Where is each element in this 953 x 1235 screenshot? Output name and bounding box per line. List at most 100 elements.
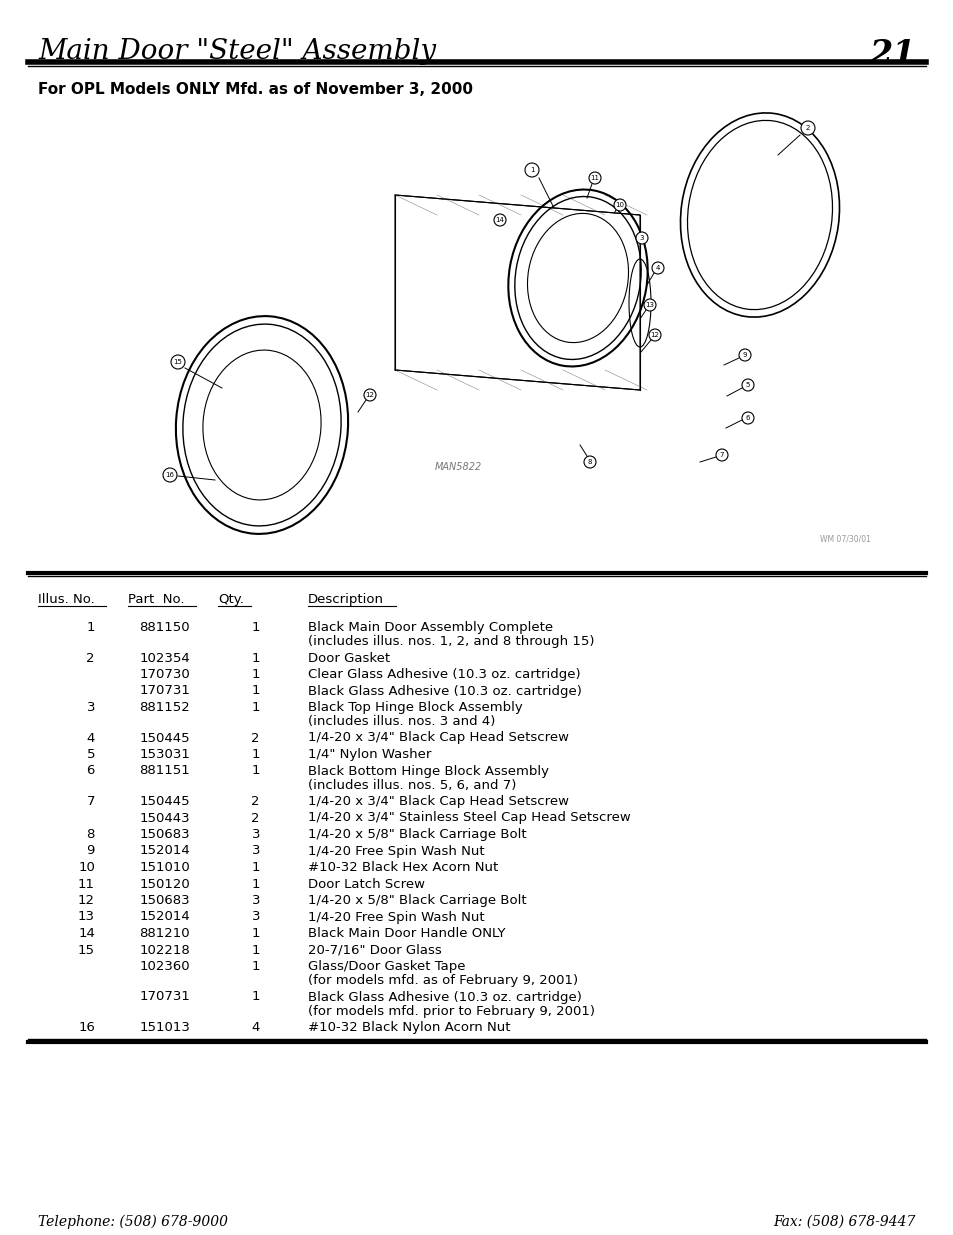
Text: Black Top Hinge Block Assembly: Black Top Hinge Block Assembly [308, 701, 522, 714]
Text: 2: 2 [87, 652, 95, 664]
Text: For OPL Models ONLY Mfd. as of November 3, 2000: For OPL Models ONLY Mfd. as of November … [38, 82, 473, 98]
Text: 1/4-20 x 3/4" Black Cap Head Setscrew: 1/4-20 x 3/4" Black Cap Head Setscrew [308, 795, 568, 808]
Text: (for models mfd. prior to February 9, 2001): (for models mfd. prior to February 9, 20… [308, 1004, 595, 1018]
Text: 9: 9 [742, 352, 746, 358]
Text: 6: 6 [87, 764, 95, 778]
Text: 3: 3 [252, 845, 260, 857]
Text: WM 07/30/01: WM 07/30/01 [820, 535, 870, 543]
Text: 2: 2 [805, 125, 809, 131]
Text: 1: 1 [252, 652, 260, 664]
Text: Illus. No.: Illus. No. [38, 593, 94, 606]
Text: 11: 11 [78, 878, 95, 890]
Text: Black Glass Adhesive (10.3 oz. cartridge): Black Glass Adhesive (10.3 oz. cartridge… [308, 990, 581, 1004]
Text: Telephone: (508) 678-9000: Telephone: (508) 678-9000 [38, 1215, 228, 1229]
Circle shape [741, 412, 753, 424]
Circle shape [583, 456, 596, 468]
Text: 1: 1 [252, 990, 260, 1004]
Text: (includes illus. nos. 5, 6, and 7): (includes illus. nos. 5, 6, and 7) [308, 778, 516, 792]
Text: Door Gasket: Door Gasket [308, 652, 390, 664]
Text: 1/4-20 x 5/8" Black Carriage Bolt: 1/4-20 x 5/8" Black Carriage Bolt [308, 827, 526, 841]
Text: 3: 3 [252, 894, 260, 906]
Text: 2: 2 [252, 795, 260, 808]
Text: 1/4-20 x 5/8" Black Carriage Bolt: 1/4-20 x 5/8" Black Carriage Bolt [308, 894, 526, 906]
Text: #10-32 Black Nylon Acorn Nut: #10-32 Black Nylon Acorn Nut [308, 1021, 510, 1034]
Text: 1/4-20 x 3/4" Black Cap Head Setscrew: 1/4-20 x 3/4" Black Cap Head Setscrew [308, 731, 568, 745]
Text: 13: 13 [78, 910, 95, 924]
Text: Fax: (508) 678-9447: Fax: (508) 678-9447 [773, 1215, 915, 1229]
Text: 8: 8 [87, 827, 95, 841]
Text: 5: 5 [87, 748, 95, 761]
Text: 1: 1 [252, 927, 260, 940]
Circle shape [739, 350, 750, 361]
Text: 14: 14 [495, 217, 504, 224]
Circle shape [364, 389, 375, 401]
Text: 150683: 150683 [139, 894, 190, 906]
Text: 15: 15 [78, 944, 95, 956]
Text: 1/4-20 Free Spin Wash Nut: 1/4-20 Free Spin Wash Nut [308, 845, 484, 857]
Text: #10-32 Black Hex Acorn Nut: #10-32 Black Hex Acorn Nut [308, 861, 497, 874]
Text: 170730: 170730 [139, 668, 190, 680]
Circle shape [716, 450, 727, 461]
Text: 3: 3 [252, 827, 260, 841]
Text: 881210: 881210 [139, 927, 190, 940]
Text: 151013: 151013 [139, 1021, 190, 1034]
Circle shape [163, 468, 177, 482]
Text: 15: 15 [173, 359, 182, 366]
Text: 1: 1 [252, 861, 260, 874]
Circle shape [171, 354, 185, 369]
Text: 12: 12 [365, 391, 374, 398]
Text: 881151: 881151 [139, 764, 190, 778]
Circle shape [643, 299, 656, 311]
Text: Black Main Door Handle ONLY: Black Main Door Handle ONLY [308, 927, 505, 940]
Text: 1: 1 [252, 701, 260, 714]
Text: 2: 2 [252, 811, 260, 825]
Text: 881150: 881150 [139, 621, 190, 634]
Text: 3: 3 [639, 235, 643, 241]
Text: Qty.: Qty. [218, 593, 244, 606]
Text: 14: 14 [78, 927, 95, 940]
Text: 102354: 102354 [139, 652, 190, 664]
Text: MAN5822: MAN5822 [435, 462, 482, 472]
Text: 1: 1 [252, 764, 260, 778]
Text: 4: 4 [252, 1021, 260, 1034]
Text: 4: 4 [655, 266, 659, 270]
Text: 5: 5 [745, 382, 749, 388]
Text: Description: Description [308, 593, 384, 606]
Circle shape [636, 232, 647, 245]
Circle shape [588, 172, 600, 184]
Text: 4: 4 [87, 731, 95, 745]
Circle shape [524, 163, 538, 177]
Text: 20-7/16" Door Glass: 20-7/16" Door Glass [308, 944, 441, 956]
Text: Door Latch Screw: Door Latch Screw [308, 878, 424, 890]
Text: 16: 16 [165, 472, 174, 478]
Text: 12: 12 [650, 332, 659, 338]
Text: 6: 6 [745, 415, 749, 421]
Text: 1/4-20 x 3/4" Stainless Steel Cap Head Setscrew: 1/4-20 x 3/4" Stainless Steel Cap Head S… [308, 811, 630, 825]
Text: Black Bottom Hinge Block Assembly: Black Bottom Hinge Block Assembly [308, 764, 548, 778]
Circle shape [651, 262, 663, 274]
Text: 8: 8 [587, 459, 592, 466]
Circle shape [494, 214, 505, 226]
Text: 10: 10 [78, 861, 95, 874]
Text: 7: 7 [719, 452, 723, 458]
Text: 1/4-20 Free Spin Wash Nut: 1/4-20 Free Spin Wash Nut [308, 910, 484, 924]
Circle shape [648, 329, 660, 341]
Text: 1: 1 [252, 944, 260, 956]
Text: Part  No.: Part No. [128, 593, 184, 606]
Text: 3: 3 [87, 701, 95, 714]
Text: 881152: 881152 [139, 701, 190, 714]
Text: (includes illus. nos. 3 and 4): (includes illus. nos. 3 and 4) [308, 715, 495, 727]
Text: 1: 1 [252, 621, 260, 634]
Text: 1: 1 [252, 684, 260, 698]
Text: 2: 2 [252, 731, 260, 745]
Text: 1: 1 [252, 878, 260, 890]
Text: 1: 1 [252, 960, 260, 973]
Text: (includes illus. nos. 1, 2, and 8 through 15): (includes illus. nos. 1, 2, and 8 throug… [308, 635, 594, 648]
Text: 152014: 152014 [139, 845, 190, 857]
Text: 9: 9 [87, 845, 95, 857]
Text: 170731: 170731 [139, 684, 190, 698]
Text: 1: 1 [252, 748, 260, 761]
Polygon shape [395, 195, 639, 390]
Text: Glass/Door Gasket Tape: Glass/Door Gasket Tape [308, 960, 465, 973]
Text: Clear Glass Adhesive (10.3 oz. cartridge): Clear Glass Adhesive (10.3 oz. cartridge… [308, 668, 580, 680]
